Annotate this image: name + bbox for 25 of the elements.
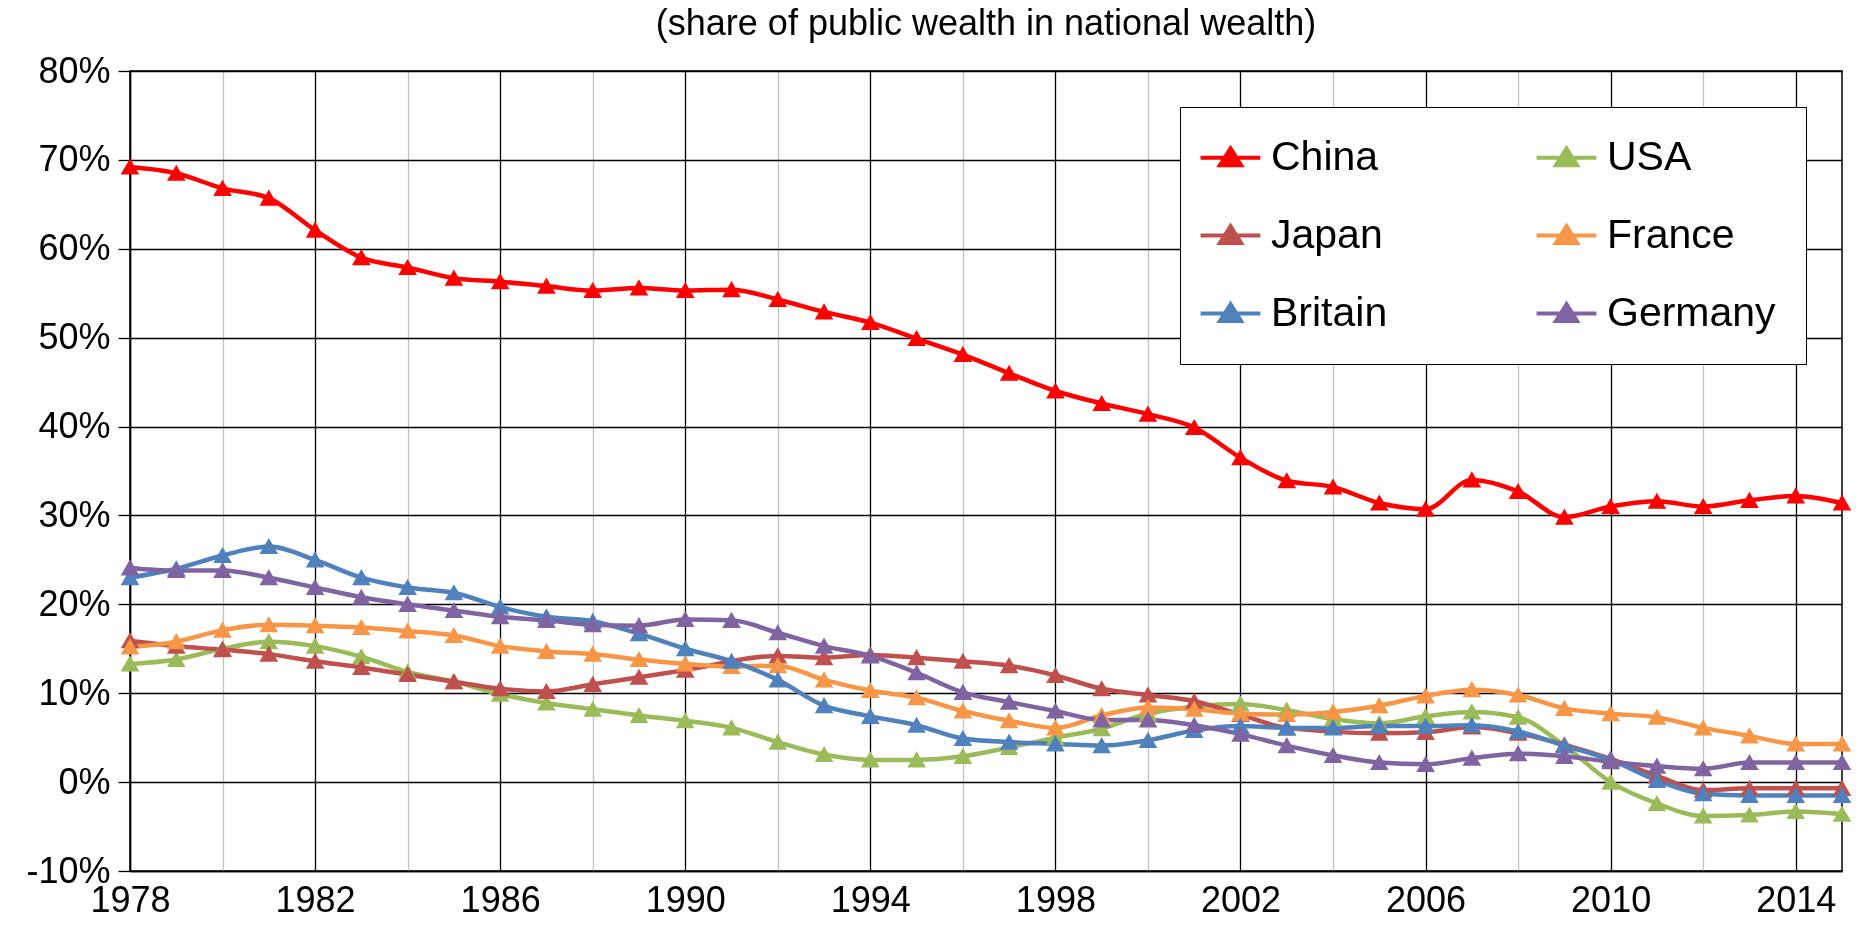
x-tick-label: 2010 (1571, 878, 1652, 920)
x-tick-label: 1998 (1015, 878, 1096, 920)
x-tick-label: 2006 (1386, 878, 1467, 920)
x-tick-label: 2002 (1200, 878, 1282, 920)
x-tick-label: 1990 (645, 878, 726, 920)
y-tick-label: 30% (38, 493, 111, 535)
y-tick-label: 60% (38, 227, 111, 269)
chart-subtitle: (share of public wealth in national wealth) (655, 2, 1317, 43)
y-tick-label: 40% (38, 405, 111, 447)
legend-label: USA (1607, 132, 1692, 179)
x-tick-label: 2014 (1756, 878, 1837, 920)
y-tick-label: 20% (38, 582, 111, 624)
legend-label: Britain (1271, 288, 1388, 335)
y-tick-label: 10% (38, 671, 111, 713)
y-tick-label: 0% (58, 760, 111, 802)
legend-label: China (1271, 132, 1379, 179)
x-tick-label: 1982 (275, 878, 356, 920)
x-tick-label: 1994 (830, 878, 911, 920)
y-tick-label: 50% (38, 316, 111, 358)
y-tick-label: 80% (38, 49, 111, 91)
legend-label: Japan (1271, 210, 1383, 257)
x-tick-label: 1986 (460, 878, 541, 920)
legend-label: France (1607, 210, 1735, 257)
y-tick-label: 70% (38, 138, 111, 180)
legend-label: Germany (1607, 288, 1777, 335)
